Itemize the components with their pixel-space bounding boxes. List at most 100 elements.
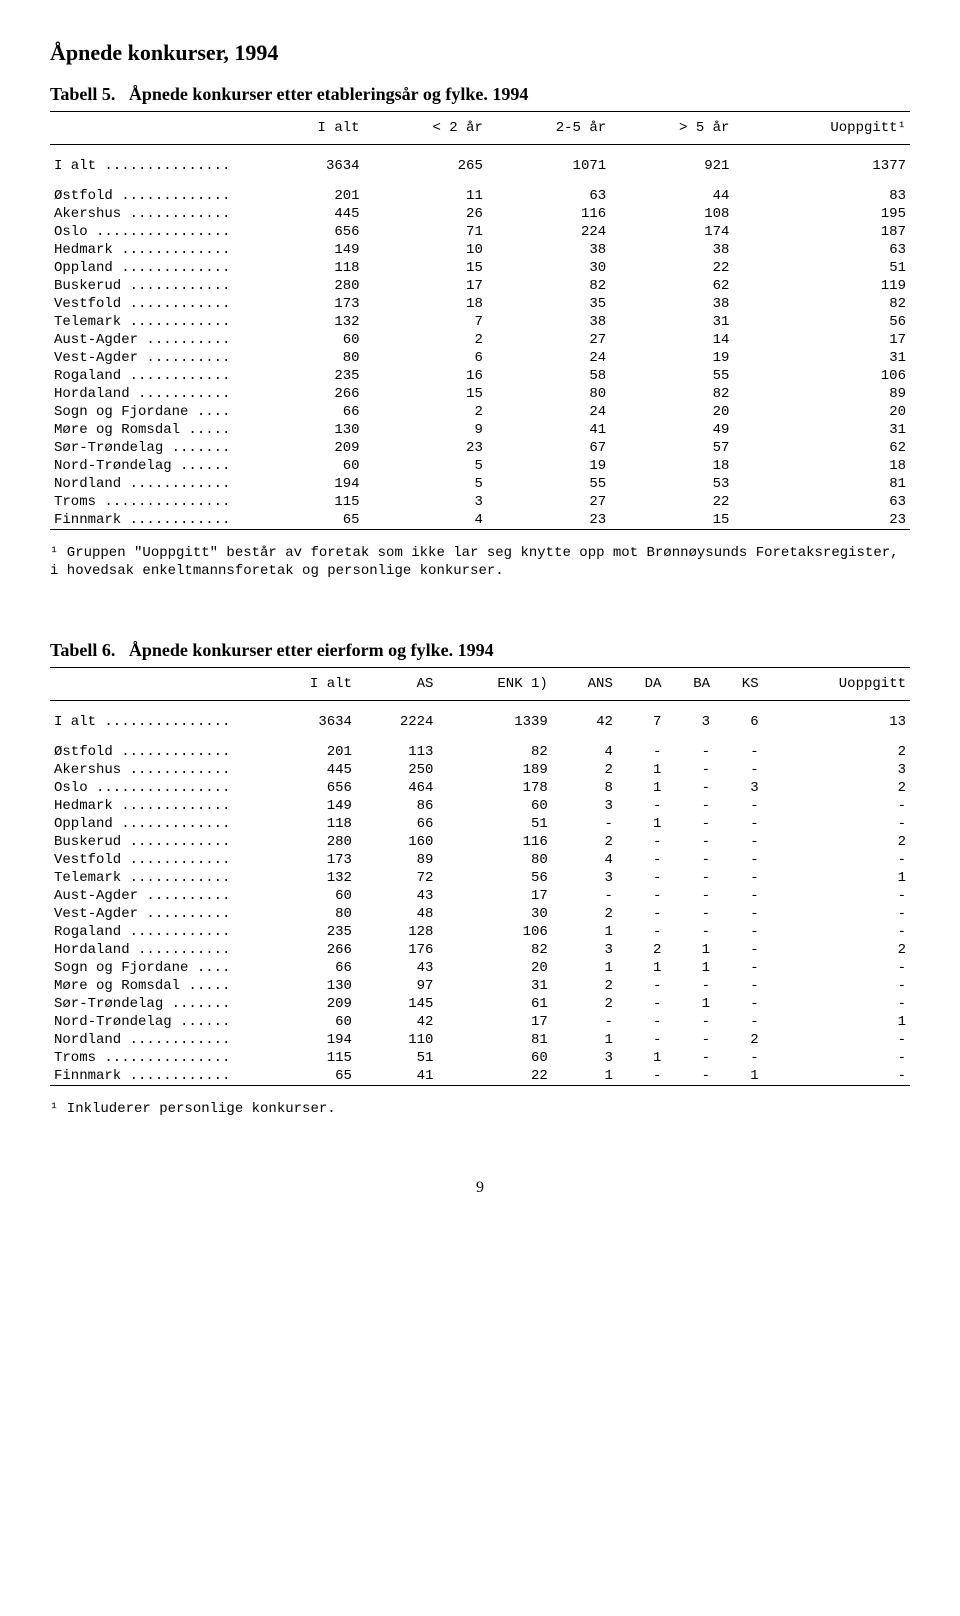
table6-cell: 80 <box>258 905 356 923</box>
table5-row: Hedmark .............14910383863 <box>50 241 910 259</box>
table6-cell: - <box>714 797 763 815</box>
table6-cell: 80 <box>437 851 551 869</box>
table6-col-6: KS <box>714 668 763 700</box>
table5-cell: 60 <box>258 331 364 349</box>
table5-row: Østfold .............20111634483 <box>50 187 910 205</box>
table6-cell: - <box>763 1049 910 1067</box>
table5-row: Rogaland ............235165855106 <box>50 367 910 385</box>
table5-cell: 445 <box>258 205 364 223</box>
table5-header-row: I alt< 2 år2-5 år> 5 årUoppgitt¹ <box>50 112 910 144</box>
table6-row: Sogn og Fjordane ....664320111-- <box>50 959 910 977</box>
table5-col-4: Uoppgitt¹ <box>733 112 910 144</box>
table5-cell: 31 <box>733 349 910 367</box>
table6-footnote: ¹ Inkluderer personlige konkurser. <box>50 1100 910 1118</box>
table5-cell: 65 <box>258 511 364 529</box>
table5-row-label: Hordaland ........... <box>50 385 258 403</box>
table5-bottom-rule <box>50 529 910 530</box>
table5-cell: 63 <box>733 241 910 259</box>
table6-col-1: AS <box>356 668 437 700</box>
table6-row: Troms ...............115516031--- <box>50 1049 910 1067</box>
table6-cell: - <box>617 905 666 923</box>
table6-cell: 656 <box>258 779 356 797</box>
table5-cell: 27 <box>487 331 610 349</box>
table6-cell: - <box>665 761 714 779</box>
table6-row-label: Oslo ................ <box>50 779 258 797</box>
table5-cell: 23 <box>487 511 610 529</box>
table5-cell: 2 <box>364 331 487 349</box>
table5-cell: 83 <box>733 187 910 205</box>
table6-cell: 1 <box>552 959 617 977</box>
table6-cell: - <box>714 995 763 1013</box>
table6-cell: 113 <box>356 743 437 761</box>
table5-cell: 224 <box>487 223 610 241</box>
table6-row: Telemark ............13272563---1 <box>50 869 910 887</box>
table6-row: Østfold .............201113824---2 <box>50 743 910 761</box>
table6-cell: 116 <box>437 833 551 851</box>
table5-cell: 656 <box>258 223 364 241</box>
table6-cell: - <box>763 995 910 1013</box>
table6-total-v2: 1339 <box>437 713 551 731</box>
table6-col-5: BA <box>665 668 714 700</box>
table6-cell: 1 <box>552 1031 617 1049</box>
table6-cell: 1 <box>763 869 910 887</box>
table6-cell: 149 <box>258 797 356 815</box>
table5-col-2: 2-5 år <box>487 112 610 144</box>
table6-cell: 60 <box>437 797 551 815</box>
table6-cell: - <box>763 1067 910 1085</box>
table5-row: Akershus ............44526116108195 <box>50 205 910 223</box>
table5-cell: 15 <box>364 385 487 403</box>
table6-col-2: ENK 1) <box>437 668 551 700</box>
table5-row-label: Østfold ............. <box>50 187 258 205</box>
table6-row: Nordland ............194110811--2- <box>50 1031 910 1049</box>
table6-cell: 130 <box>258 977 356 995</box>
table6-header-blank <box>50 668 258 700</box>
table6-total-v3: 42 <box>552 713 617 731</box>
table5-cell: 80 <box>487 385 610 403</box>
table6-cell: 2 <box>552 995 617 1013</box>
table5-row-label: Vest-Agder .......... <box>50 349 258 367</box>
table6-cell: 2 <box>552 905 617 923</box>
table5-cell: 106 <box>733 367 910 385</box>
table5-cell: 132 <box>258 313 364 331</box>
table6-row: Vest-Agder ..........8048302---- <box>50 905 910 923</box>
table6-cell: - <box>617 887 666 905</box>
table6-row: Buskerud ............2801601162---2 <box>50 833 910 851</box>
table5-row: Sogn og Fjordane ....662242020 <box>50 403 910 421</box>
table5-cell: 10 <box>364 241 487 259</box>
table6-cell: 4 <box>552 743 617 761</box>
table5-row: Oslo ................65671224174187 <box>50 223 910 241</box>
table5-row: Oppland .............11815302251 <box>50 259 910 277</box>
table6-row: Akershus ............44525018921--3 <box>50 761 910 779</box>
table5-cell: 63 <box>487 187 610 205</box>
table5-cell: 4 <box>364 511 487 529</box>
table5-row: Nord-Trøndelag ......605191818 <box>50 457 910 475</box>
table6-cell: - <box>665 851 714 869</box>
table5-total-v4: 1377 <box>733 157 910 175</box>
table6-col-4: DA <box>617 668 666 700</box>
table5-cell: 58 <box>487 367 610 385</box>
table6-cell: - <box>714 815 763 833</box>
table6-cell: - <box>763 923 910 941</box>
table6-cell: - <box>714 869 763 887</box>
table6-cell: - <box>617 833 666 851</box>
table6-row-label: Troms ............... <box>50 1049 258 1067</box>
table6-cell: 56 <box>437 869 551 887</box>
table6-cell: - <box>617 923 666 941</box>
table6-cell: - <box>714 941 763 959</box>
table5-cell: 20 <box>610 403 733 421</box>
table6-total-v1: 2224 <box>356 713 437 731</box>
table6-cell: - <box>665 887 714 905</box>
table5-cell: 118 <box>258 259 364 277</box>
table6-total-v4: 7 <box>617 713 666 731</box>
table5-row-label: Troms ............... <box>50 493 258 511</box>
table5-cell: 201 <box>258 187 364 205</box>
table6-cell: - <box>617 995 666 1013</box>
table5-total-v2: 1071 <box>487 157 610 175</box>
table6-cell: 173 <box>258 851 356 869</box>
table6-cell: - <box>665 1067 714 1085</box>
table6-row-label: Rogaland ............ <box>50 923 258 941</box>
table5-cell: 67 <box>487 439 610 457</box>
table5-cell: 38 <box>610 295 733 313</box>
table6-cell: - <box>552 887 617 905</box>
table5-row-label: Vestfold ............ <box>50 295 258 313</box>
